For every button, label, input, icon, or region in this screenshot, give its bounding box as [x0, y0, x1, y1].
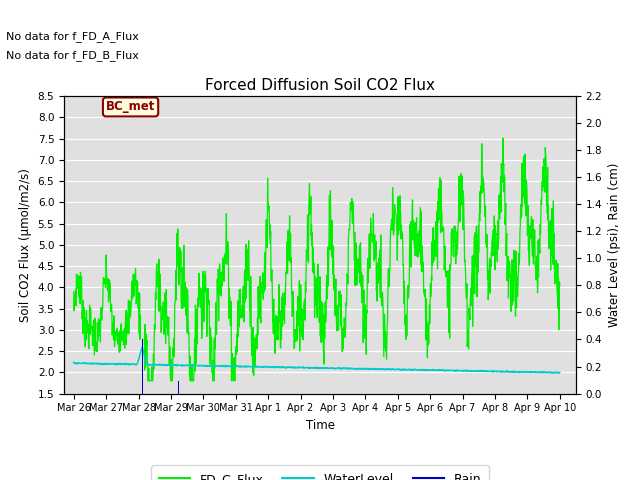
Y-axis label: Soil CO2 Flux (μmol/m2/s): Soil CO2 Flux (μmol/m2/s) [19, 168, 32, 322]
Text: BC_met: BC_met [106, 100, 156, 113]
Title: Forced Diffusion Soil CO2 Flux: Forced Diffusion Soil CO2 Flux [205, 78, 435, 94]
Bar [142, 339, 143, 394]
Legend: FD_C_Flux, WaterLevel, Rain: FD_C_Flux, WaterLevel, Rain [151, 465, 489, 480]
Y-axis label: Water Level (psi), Rain (cm): Water Level (psi), Rain (cm) [608, 163, 621, 327]
Bar [142, 339, 143, 394]
Bar [177, 381, 179, 394]
X-axis label: Time: Time [305, 419, 335, 432]
Text: No data for f_FD_A_Flux: No data for f_FD_A_Flux [6, 31, 140, 42]
Text: No data for f_FD_B_Flux: No data for f_FD_B_Flux [6, 50, 140, 61]
Bar [178, 381, 179, 394]
